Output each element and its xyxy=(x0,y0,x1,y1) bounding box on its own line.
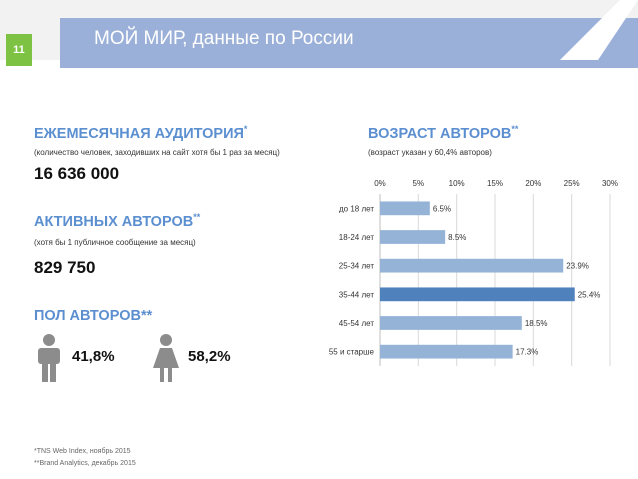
active-authors-title: АКТИВНЫХ АВТОРОВ** xyxy=(34,212,201,230)
age-title-mark: ** xyxy=(511,124,519,134)
age-bar xyxy=(380,201,430,216)
bar-value-label: 6.5% xyxy=(433,204,451,213)
footnote-tns: *TNS Web Index, ноябрь 2015 xyxy=(34,448,131,455)
y-category-label: 55 и старше xyxy=(329,348,375,357)
x-tick-label: 10% xyxy=(449,179,465,188)
bar-value-label: 25.4% xyxy=(578,290,601,299)
active-authors-value: 829 750 xyxy=(34,258,96,277)
x-tick-label: 5% xyxy=(413,179,425,188)
female-percentage: 58,2% xyxy=(188,348,231,365)
age-bar xyxy=(380,344,513,359)
gender-title: ПОЛ АВТОРОВ** xyxy=(34,308,153,324)
y-category-label: до 18 лет xyxy=(339,204,374,213)
bar-value-label: 18.5% xyxy=(525,319,548,328)
y-category-label: 35-44 лет xyxy=(339,290,375,299)
x-tick-label: 15% xyxy=(487,179,503,188)
x-tick-label: 0% xyxy=(374,179,386,188)
slide-number: 11 xyxy=(6,34,32,66)
header-corner-decoration xyxy=(560,0,638,60)
slide-title: МОЙ МИР, данные по России xyxy=(94,28,354,49)
audience-value: 16 636 000 xyxy=(34,164,120,183)
bar-value-label: 23.9% xyxy=(566,262,589,271)
header-title-bar xyxy=(60,18,638,68)
y-category-label: 45-54 лет xyxy=(339,319,375,328)
footnote-brand-analytics: **Brand Analytics, декабрь 2015 xyxy=(34,460,136,467)
age-bar xyxy=(380,316,522,330)
male-person-icon xyxy=(38,334,60,382)
audience-title: ЕЖЕМЕСЯЧНАЯ АУДИТОРИЯ* xyxy=(34,124,248,142)
y-category-label: 25-34 лет xyxy=(339,262,375,271)
age-bar xyxy=(380,287,575,302)
y-category-label: 18-24 лет xyxy=(339,233,375,242)
age-bar xyxy=(380,230,446,244)
x-tick-label: 20% xyxy=(525,179,541,188)
x-tick-label: 25% xyxy=(564,179,580,188)
bar-value-label: 17.3% xyxy=(516,348,539,357)
audience-subtitle: (количество человек, заходивших на сайт … xyxy=(34,148,280,157)
active-authors-title-mark: ** xyxy=(193,212,201,222)
age-title: ВОЗРАСТ АВТОРОВ** xyxy=(368,124,519,142)
female-person-icon xyxy=(153,334,179,382)
age-subtitle: (возраст указан у 60,4% авторов) xyxy=(368,148,492,157)
x-tick-label: 30% xyxy=(602,179,618,188)
bar-value-label: 8.5% xyxy=(448,233,466,242)
audience-title-mark: * xyxy=(243,124,248,134)
male-percentage: 41,8% xyxy=(72,348,115,365)
age-bar xyxy=(380,258,564,273)
age-bar-chart: 0% 5% 10% 15% 20% 25% 30% до 18 лет 6.5% 18-24 ле… xyxy=(329,179,618,366)
active-authors-subtitle: (хотя бы 1 публичное сообщение за месяц) xyxy=(34,238,196,247)
